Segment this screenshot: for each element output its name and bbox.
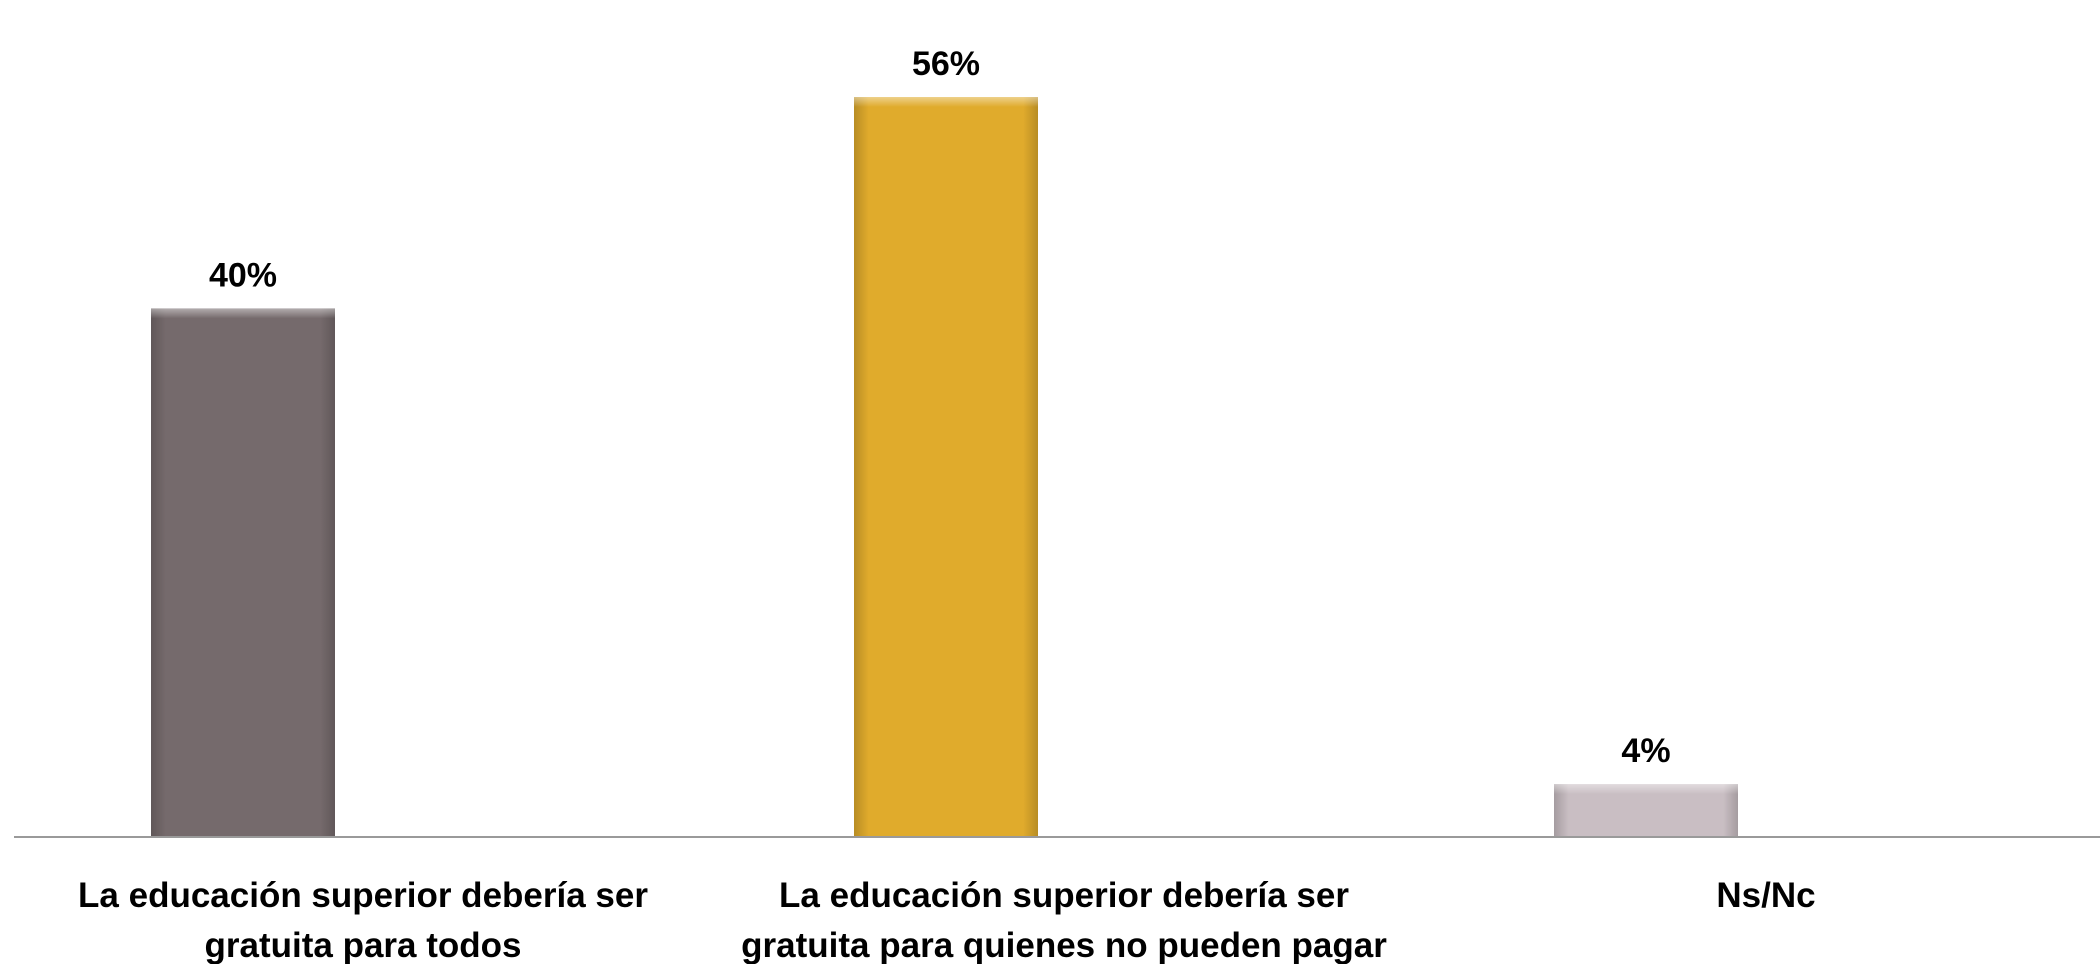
category-label-line: gratuita para quienes no pueden pagar [741, 926, 1387, 964]
category-label-line: Ns/Nc [1716, 876, 1815, 915]
bar-shading [151, 308, 335, 837]
bar-top-highlight [1554, 784, 1738, 795]
bar-1 [151, 308, 335, 837]
category-label-line: La educación superior debería ser [779, 876, 1349, 915]
category-labels-layer: La educación superior debería ser gratuit… [78, 876, 1816, 964]
category-label-line: gratuita para todos [205, 926, 522, 964]
data-label-2: 56% [912, 45, 980, 83]
data-label-3: 4% [1621, 732, 1670, 770]
bar-3 [1554, 784, 1738, 837]
category-label-3: Ns/Nc [1716, 876, 1815, 915]
category-label-2: La educación superior debería ser gratuit… [741, 876, 1387, 964]
bar-2 [854, 97, 1038, 837]
bar-top-highlight [854, 97, 1038, 107]
bar-top-highlight [151, 308, 335, 319]
bars-layer [151, 97, 1738, 837]
category-label-1: La educación superior debería ser gratuit… [78, 876, 648, 964]
data-label-1: 40% [209, 256, 277, 294]
category-label-line: La educación superior debería ser [78, 876, 648, 915]
data-labels-layer: 40% 56% 4% [209, 45, 1671, 770]
bar-shading [854, 97, 1038, 837]
